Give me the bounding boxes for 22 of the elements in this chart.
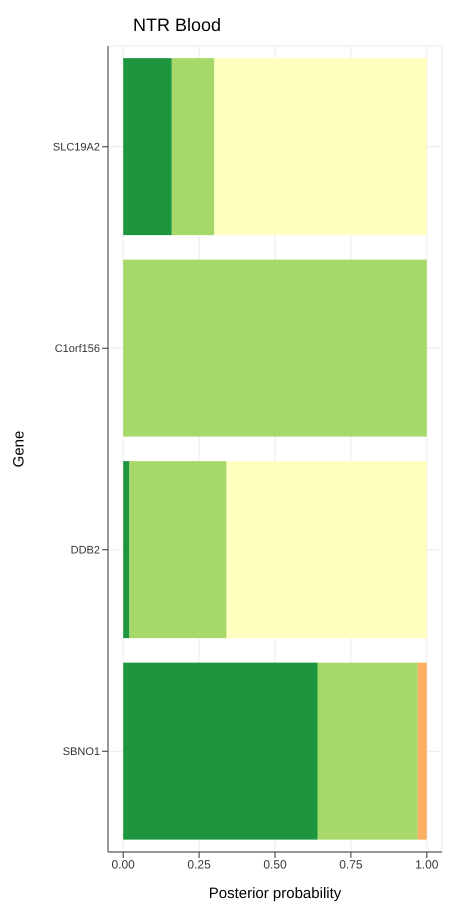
bar [214, 58, 427, 236]
x-tick-label: 1.00 [415, 858, 439, 872]
bar [123, 260, 427, 437]
bar [123, 58, 172, 236]
x-tick-label: 0.00 [112, 858, 136, 872]
bar [129, 461, 226, 638]
y-tick-label: SBNO1 [62, 746, 100, 758]
x-tick-label: 0.25 [187, 858, 212, 872]
x-tick-label: 0.75 [339, 858, 363, 872]
bar [226, 461, 427, 638]
y-tick-label: DDB2 [70, 544, 100, 557]
x-axis-title: Posterior probability [208, 885, 342, 902]
y-axis-title: Gene [10, 430, 28, 468]
bar [172, 58, 214, 236]
chart-title: NTR Blood [132, 14, 222, 37]
bar [123, 662, 318, 840]
y-tick-label: C1orf156 [54, 343, 100, 356]
bar [418, 662, 427, 840]
x-tick-label: 0.50 [263, 858, 287, 872]
bar [318, 662, 418, 840]
y-tick-label: SLC19A2 [52, 142, 100, 154]
bar [123, 461, 130, 638]
